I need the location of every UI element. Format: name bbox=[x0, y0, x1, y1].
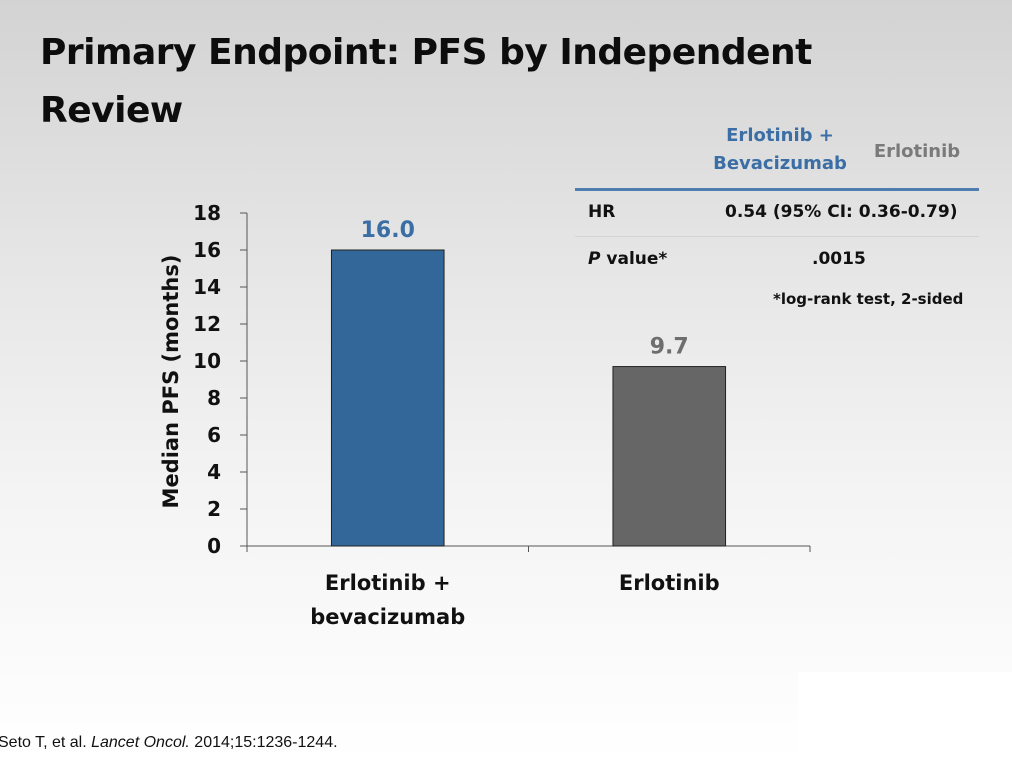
y-tick-label: 6 bbox=[207, 423, 221, 447]
table-footnote: *log-rank test, 2-sided bbox=[773, 290, 964, 308]
y-tick-label: 8 bbox=[207, 386, 221, 410]
pvalue-label-rest: value* bbox=[600, 249, 668, 269]
table-row-divider bbox=[575, 236, 979, 237]
hr-value: 0.54 (95% CI: 0.36-0.79) bbox=[725, 202, 958, 222]
y-tick-label: 16 bbox=[193, 238, 221, 262]
data-label: 16.0 bbox=[361, 218, 415, 243]
citation-details: 2014;15:1236-1244. bbox=[194, 734, 338, 751]
table-header-combo: Erlotinib + Bevacizumab bbox=[690, 122, 870, 178]
table-header-erlotinib: Erlotinib bbox=[873, 141, 961, 162]
pvalue-label: P value* bbox=[588, 249, 667, 269]
table-header-combo-line2: Bevacizumab bbox=[713, 153, 847, 174]
y-tick-label: 18 bbox=[193, 201, 221, 225]
y-tick-label: 4 bbox=[207, 460, 221, 484]
bar bbox=[612, 366, 727, 547]
table-header-rule bbox=[575, 188, 979, 191]
citation: Seto T, et al. Lancet Oncol. 2014;15:123… bbox=[0, 734, 338, 752]
table-header-combo-line1: Erlotinib + bbox=[726, 125, 834, 146]
category-label: Erlotinib bbox=[619, 571, 720, 595]
y-tick-label: 2 bbox=[207, 497, 221, 521]
pvalue-value: .0015 bbox=[812, 249, 866, 269]
pvalue-label-italic: P bbox=[588, 249, 601, 269]
slide-title: Primary Endpoint: PFS by Independent Rev… bbox=[40, 32, 812, 131]
bar bbox=[330, 249, 445, 547]
y-tick-label: 10 bbox=[193, 349, 221, 373]
category-label: bevacizumab bbox=[310, 605, 465, 629]
y-tick-label: 0 bbox=[207, 534, 221, 558]
citation-journal: Lancet Oncol. bbox=[91, 734, 190, 751]
citation-authors: Seto T, et al. bbox=[0, 734, 87, 751]
data-label: 9.7 bbox=[650, 335, 689, 360]
y-tick-label: 12 bbox=[193, 312, 221, 336]
hr-label: HR bbox=[588, 202, 616, 222]
y-axis-title: Median PFS (months) bbox=[159, 255, 183, 509]
category-label: Erlotinib + bbox=[325, 571, 451, 595]
y-tick-label: 14 bbox=[193, 275, 221, 299]
corner-box bbox=[798, 672, 1012, 762]
